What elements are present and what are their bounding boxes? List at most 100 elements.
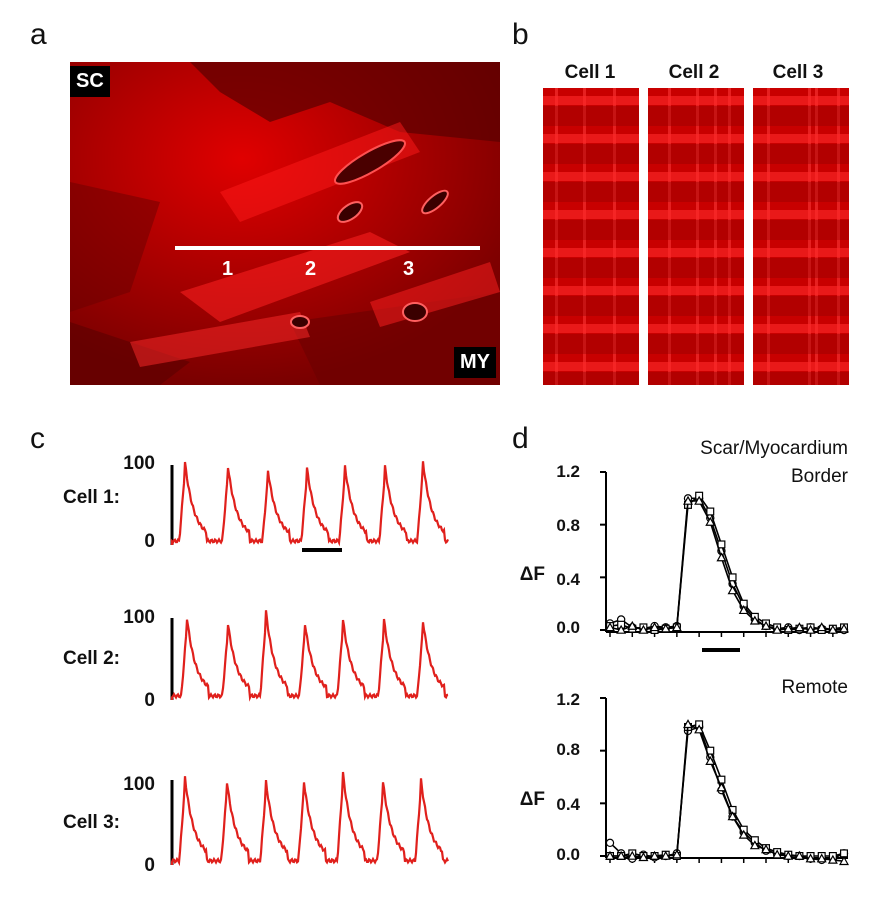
line-scan-cell-3 [753,88,849,392]
scan-band [648,324,744,333]
scan-band [648,210,744,219]
line-label-3: 3 [403,258,415,280]
panel-letter-d: d [512,422,529,455]
scan-band [543,286,639,295]
trace-2-tick-100: 100 [123,607,155,628]
trace-3-tick-100: 100 [123,774,155,795]
scan-band-dark [753,296,849,316]
d-point-triangle [838,623,850,633]
d-point-triangle [794,622,805,632]
trace-line [170,771,449,867]
d-point-triangle [649,622,660,632]
scan-band [648,172,744,181]
d-point-triangle [627,850,638,860]
calcium-traces [0,440,470,895]
calcium-traces-svg [170,461,449,867]
trace-label-cell-2: Cell 2: [62,648,120,669]
d-point-triangle [838,856,850,866]
d-point-triangle [682,719,694,729]
scan-band [543,324,639,333]
scan-band [753,172,849,181]
scan-band [753,248,849,257]
d-bottom-ylabel: ΔF [519,789,545,810]
scan-band-dark [543,334,639,354]
d-bottom-tick-0.8: 0.8 [556,740,580,759]
d-point-triangle [727,585,738,595]
d-point-triangle [649,850,660,860]
d-point-triangle [827,854,838,864]
scan-band-dark [753,220,849,240]
d-point-triangle [783,623,794,633]
scan-streak [837,88,840,385]
scan-band-dark [753,144,849,164]
panel-letter-b: b [512,18,529,51]
scan-band-dark [753,372,849,392]
scan-band [648,248,744,257]
d-point-triangle [772,849,783,859]
d-point-circle [605,838,615,848]
d-point-square [717,540,726,549]
confocal-image-svg [70,62,500,385]
confocal-image [70,62,500,385]
scan-band-dark [648,296,744,316]
d-point-triangle [616,624,627,634]
line-scan-cell-1 [543,88,639,392]
scan-streak [767,88,770,385]
d-point-triangle [694,724,705,734]
d-bottom-tick-0.0: 0.0 [556,845,580,864]
d-point-triangle [772,624,783,634]
d-point-square [728,573,737,582]
d-point-triangle [705,516,716,526]
scan-band-dark [648,258,744,278]
line-scan-cell-2-svg [648,88,744,392]
scan-band-dark [543,144,639,164]
d-top-ylabel: ΔF [519,564,545,585]
d-point-triangle [783,850,794,860]
d-point-triangle [638,852,649,862]
scan-band [543,172,639,181]
trace-label-cell-1: Cell 1: [62,487,120,508]
scan-band-dark [648,144,744,164]
d-top-tick-0.0: 0.0 [556,618,580,637]
scan-band-dark [543,182,639,202]
sc-label: SC [70,66,110,97]
scan-band [648,286,744,295]
d-top-tick-0.4: 0.4 [556,570,580,589]
d-point-triangle [616,850,627,860]
d-point-triangle [738,829,749,839]
d-point-triangle [805,624,816,634]
scan-band-dark [648,182,744,202]
line-scan-cell-2 [648,88,744,392]
d-series-line [609,500,845,631]
scan-streak [583,88,586,385]
cell-2-title: Cell 2 [668,62,720,83]
scan-streak [808,88,811,385]
scan-streak [696,88,699,385]
scan-band-dark [648,220,744,240]
d-point-triangle [716,782,727,792]
scan-band [753,362,849,371]
d-point-triangle [749,615,760,625]
scan-band-dark [648,372,744,392]
line-label-1: 1 [222,258,234,280]
d-point-triangle [638,624,649,634]
d-top-title-line1: Scar/Myocardium [700,438,848,459]
d-point-triangle [660,850,671,860]
trace-3-tick-0: 0 [144,855,155,876]
d-charts-svg [600,471,850,866]
trace-line [170,461,449,547]
trace-1-tick-0: 0 [144,531,155,552]
scan-band [648,96,744,105]
d-series-line [609,497,844,631]
scan-band [648,362,744,371]
d-series-line [610,723,845,863]
d-point-triangle [760,620,772,630]
scan-band-dark [543,296,639,316]
panel-letter-c: c [30,422,45,455]
scan-band-dark [543,106,639,126]
d-point-triangle [816,622,827,632]
d-point-triangle [738,605,749,615]
d-point-triangle [671,849,682,859]
trace-line [170,610,449,702]
scan-streak [728,88,731,385]
